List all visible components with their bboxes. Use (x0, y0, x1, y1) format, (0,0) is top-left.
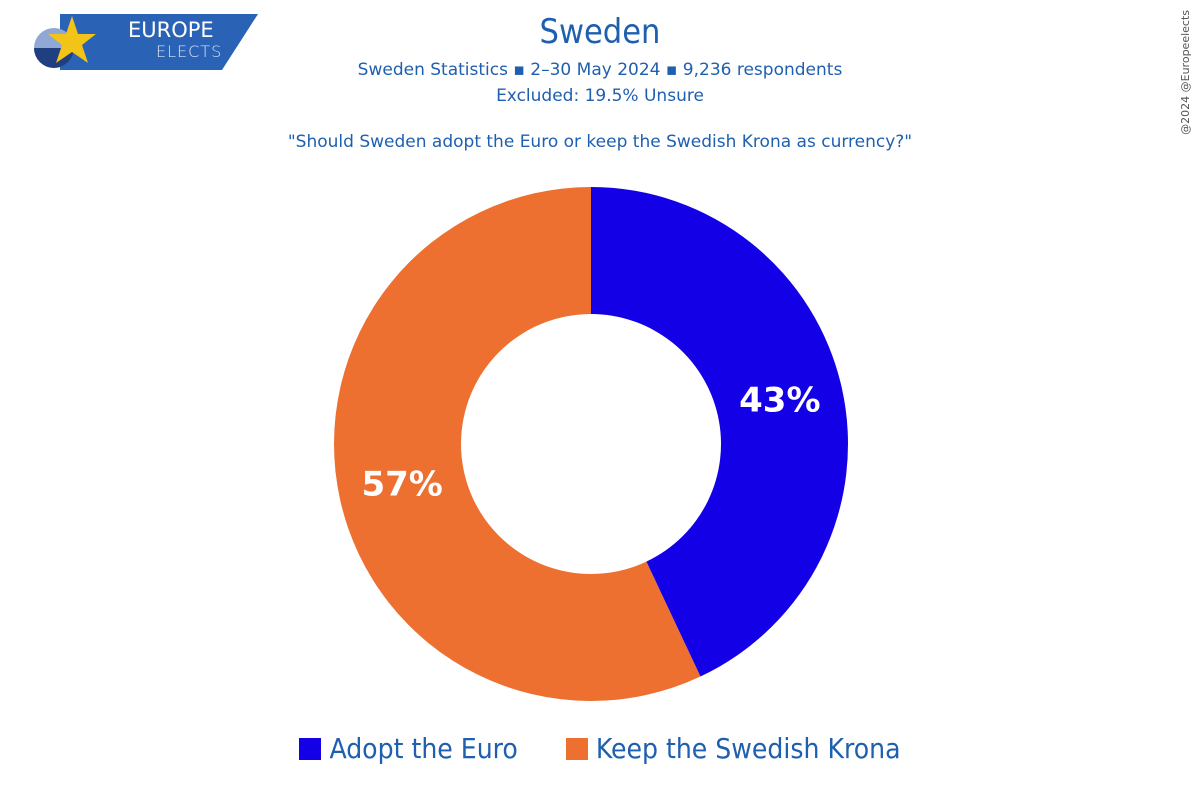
legend-label: Keep the Swedish Krona (595, 732, 901, 765)
legend-item-1: Adopt the Euro (299, 732, 518, 765)
legend-swatch (565, 737, 588, 760)
logo-graphic (34, 14, 258, 70)
logo-text-elects: ELECTS (156, 42, 223, 61)
poll-details: Sweden Statistics ▪ 2–30 May 2024 ▪ 9,23… (357, 60, 843, 80)
chart-legend: Adopt the Euro Keep the Swedish Krona (0, 732, 1200, 765)
donut-slice-2 (334, 186, 701, 701)
europe-elects-logo: EUROPE ELECTS (22, 14, 258, 70)
chart-title: Sweden (539, 12, 661, 52)
legend-item-2: Keep the Swedish Krona (565, 732, 901, 765)
legend-swatch (299, 737, 322, 760)
donut-slice-1 (591, 187, 848, 677)
logo-text-europe: EUROPE (128, 18, 214, 42)
legend-label: Adopt the Euro (329, 732, 518, 765)
poll-question: "Should Sweden adopt the Euro or keep th… (287, 132, 913, 152)
excluded-note: Excluded: 19.5% Unsure (496, 86, 704, 106)
slice-label-1: 43% (739, 380, 820, 420)
slice-label-2: 57% (361, 465, 442, 505)
